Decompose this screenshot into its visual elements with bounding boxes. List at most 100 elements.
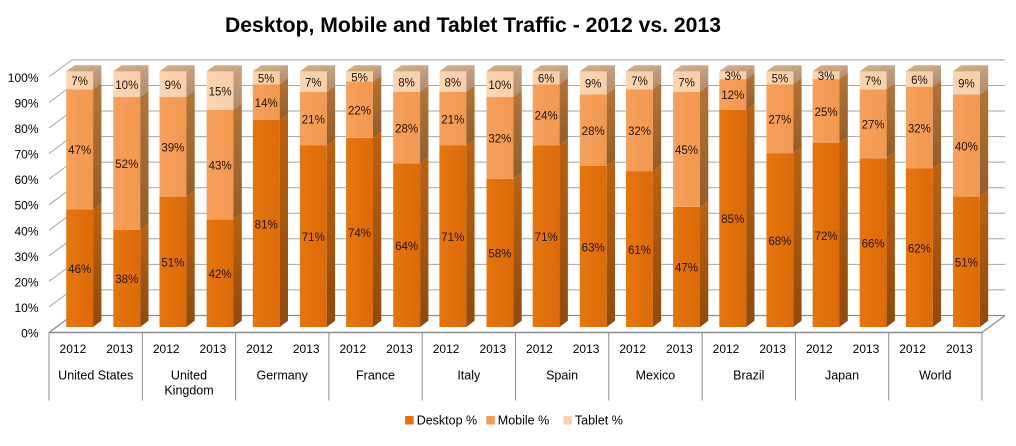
svg-text:42%: 42% (209, 269, 232, 281)
svg-text:Spain: Spain (546, 369, 578, 383)
svg-text:14%: 14% (255, 98, 278, 110)
svg-text:8%: 8% (444, 77, 461, 89)
svg-text:2012: 2012 (526, 342, 553, 356)
svg-text:28%: 28% (395, 123, 418, 135)
svg-text:60%: 60% (14, 173, 38, 187)
svg-text:24%: 24% (535, 111, 558, 123)
svg-text:7%: 7% (678, 77, 695, 89)
svg-text:58%: 58% (488, 249, 511, 261)
svg-text:5%: 5% (772, 74, 789, 86)
svg-text:45%: 45% (675, 145, 698, 157)
svg-text:15%: 15% (209, 86, 232, 98)
svg-text:9%: 9% (585, 79, 602, 91)
svg-text:81%: 81% (255, 219, 278, 231)
svg-text:3%: 3% (818, 71, 835, 83)
svg-text:2012: 2012 (246, 342, 273, 356)
svg-text:2013: 2013 (200, 342, 227, 356)
svg-text:63%: 63% (582, 242, 605, 254)
svg-text:100%: 100% (8, 71, 39, 85)
svg-text:71%: 71% (441, 232, 464, 244)
svg-text:Tablet %: Tablet % (575, 414, 623, 428)
svg-text:32%: 32% (908, 123, 931, 135)
svg-text:7%: 7% (631, 76, 648, 88)
svg-text:5%: 5% (351, 72, 368, 84)
svg-text:70%: 70% (14, 148, 38, 162)
svg-text:World: World (919, 369, 951, 383)
svg-text:2012: 2012 (60, 342, 87, 356)
svg-text:6%: 6% (538, 74, 555, 86)
svg-text:2013: 2013 (386, 342, 413, 356)
svg-text:Mexico: Mexico (636, 369, 676, 383)
svg-text:47%: 47% (675, 263, 698, 275)
svg-text:80%: 80% (14, 122, 38, 136)
svg-text:71%: 71% (302, 232, 325, 244)
svg-text:7%: 7% (865, 76, 882, 88)
svg-text:2012: 2012 (339, 342, 366, 356)
svg-text:28%: 28% (582, 126, 605, 138)
svg-text:10%: 10% (115, 80, 138, 92)
svg-text:32%: 32% (488, 134, 511, 146)
svg-text:2012: 2012 (806, 342, 833, 356)
svg-text:2012: 2012 (153, 342, 180, 356)
svg-text:2013: 2013 (106, 342, 133, 356)
svg-text:7%: 7% (71, 76, 88, 88)
svg-text:10%: 10% (14, 301, 38, 315)
svg-text:Italy: Italy (457, 369, 481, 383)
svg-text:2013: 2013 (573, 342, 600, 356)
svg-text:2013: 2013 (853, 342, 880, 356)
svg-text:Kingdom: Kingdom (164, 383, 213, 397)
svg-text:72%: 72% (815, 231, 838, 243)
svg-text:39%: 39% (161, 143, 184, 155)
svg-text:2012: 2012 (899, 342, 926, 356)
svg-text:United: United (171, 369, 207, 383)
svg-text:United States: United States (58, 369, 133, 383)
svg-text:21%: 21% (441, 115, 464, 127)
svg-text:20%: 20% (14, 275, 38, 289)
svg-text:68%: 68% (768, 236, 791, 248)
svg-text:Desktop %: Desktop % (417, 414, 477, 428)
svg-text:40%: 40% (14, 224, 38, 238)
svg-text:5%: 5% (258, 74, 275, 86)
svg-text:Germany: Germany (256, 369, 308, 383)
svg-text:Desktop, Mobile and Tablet Tra: Desktop, Mobile and Tablet Traffic - 201… (225, 14, 721, 37)
svg-text:85%: 85% (721, 214, 744, 226)
svg-text:2012: 2012 (713, 342, 740, 356)
svg-text:43%: 43% (209, 161, 232, 173)
svg-text:47%: 47% (68, 145, 91, 157)
svg-text:71%: 71% (535, 232, 558, 244)
svg-text:32%: 32% (628, 126, 651, 138)
svg-text:27%: 27% (862, 120, 885, 132)
svg-text:52%: 52% (115, 159, 138, 171)
svg-text:7%: 7% (305, 77, 322, 89)
svg-text:21%: 21% (302, 115, 325, 127)
svg-text:64%: 64% (395, 241, 418, 253)
svg-text:0%: 0% (21, 327, 39, 341)
svg-text:22%: 22% (348, 106, 371, 118)
svg-text:30%: 30% (14, 250, 38, 264)
svg-text:46%: 46% (68, 264, 91, 276)
svg-text:3%: 3% (724, 71, 741, 83)
svg-text:Brazil: Brazil (733, 369, 764, 383)
svg-text:2013: 2013 (946, 342, 973, 356)
svg-text:51%: 51% (955, 258, 978, 270)
svg-text:France: France (356, 369, 395, 383)
svg-text:2013: 2013 (479, 342, 506, 356)
svg-text:Japan: Japan (825, 369, 859, 383)
svg-text:25%: 25% (815, 107, 838, 119)
svg-text:38%: 38% (115, 274, 138, 286)
svg-text:12%: 12% (721, 90, 744, 102)
svg-text:74%: 74% (348, 228, 371, 240)
svg-text:2013: 2013 (759, 342, 786, 356)
svg-text:66%: 66% (862, 239, 885, 251)
svg-text:61%: 61% (628, 245, 651, 257)
svg-text:8%: 8% (398, 77, 415, 89)
svg-text:2012: 2012 (433, 342, 460, 356)
svg-text:9%: 9% (958, 79, 975, 91)
svg-text:51%: 51% (161, 258, 184, 270)
svg-text:2013: 2013 (666, 342, 693, 356)
svg-text:50%: 50% (14, 199, 38, 213)
svg-text:10%: 10% (488, 80, 511, 92)
svg-text:2013: 2013 (293, 342, 320, 356)
svg-text:40%: 40% (955, 141, 978, 153)
svg-text:6%: 6% (911, 75, 928, 87)
